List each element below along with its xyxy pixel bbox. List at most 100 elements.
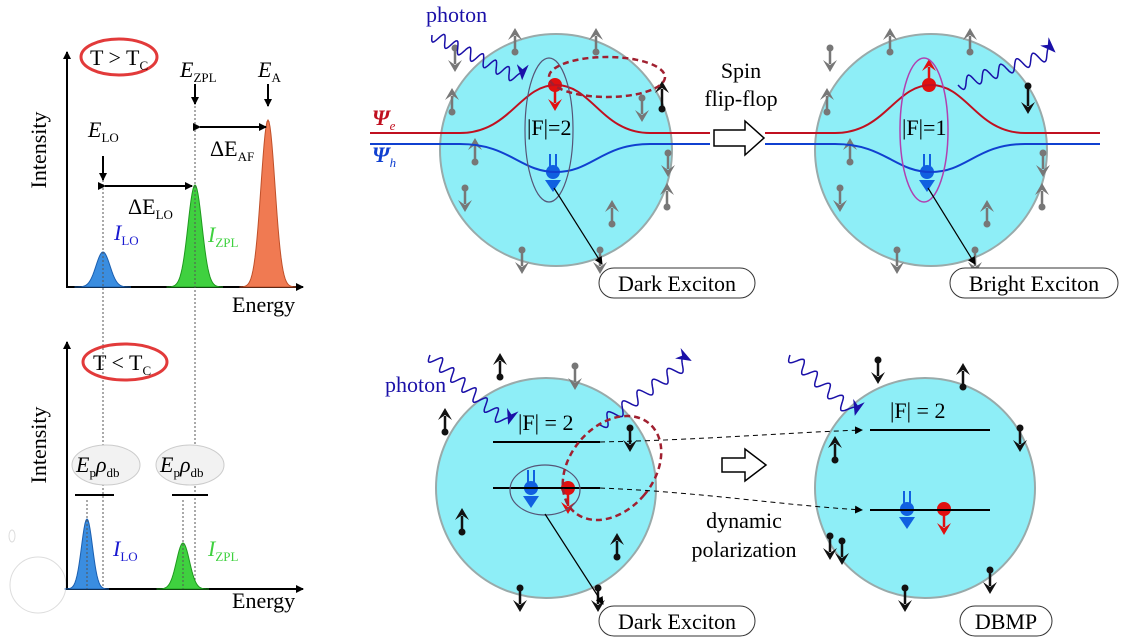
photon-wave [789, 355, 857, 414]
x-axis-label: Energy [232, 292, 295, 317]
stray-circle [9, 530, 15, 542]
delta-lo: ΔELO [128, 194, 173, 222]
delta-lo-main: ΔE [128, 194, 156, 219]
y-axis-label: Intensity [26, 407, 51, 484]
spin-dot [659, 106, 666, 113]
bright-exciton: Bright Exciton [969, 271, 1099, 296]
e-a-sub: A [271, 70, 281, 85]
rho: ρ [95, 452, 107, 477]
psi-e-sub: e [390, 118, 396, 133]
e: E [75, 452, 90, 477]
spin-dot [597, 247, 604, 254]
bottom-left-panel: T < TC Intensity Energy Epρdb Epρdb ILO … [26, 342, 303, 613]
spin-dot [449, 109, 456, 116]
condition-sub: C [143, 363, 152, 378]
i-zpl: IZPL [207, 536, 238, 564]
spin-dot [960, 384, 967, 391]
transition-line: flip-flop [704, 86, 777, 111]
photon-label: photon [426, 2, 487, 27]
spin-dot [442, 429, 449, 436]
e-a-main: E [257, 57, 272, 82]
spin-dot [894, 247, 901, 254]
spin-dot [887, 49, 894, 56]
dark-exciton: Dark Exciton [618, 609, 736, 634]
i-lo-sub: LO [120, 549, 137, 564]
rho-sub: db [191, 465, 204, 480]
e-lo-main: E [87, 117, 102, 142]
dark-state: |F|=2 [527, 115, 571, 140]
spin-dot [972, 247, 979, 254]
x-axis-label: Energy [232, 588, 295, 613]
rho: ρ [179, 452, 191, 477]
delta-lo-sub: LO [156, 207, 173, 222]
spin-dot [639, 95, 646, 102]
i-lo-sub: LO [121, 233, 138, 248]
spin-dot [824, 109, 831, 116]
block-arrow [714, 121, 764, 155]
spin-dot [967, 49, 974, 56]
bright-state: |F|=1 [902, 115, 946, 140]
i-lo: ILO [113, 220, 139, 248]
spin-dot [472, 159, 479, 166]
psi-h-sub: h [390, 155, 397, 170]
spin-dot [593, 49, 600, 56]
process-line: dynamic [706, 508, 782, 533]
level-right: |F| = 2 [890, 398, 945, 423]
figure: T > TC Intensity Energy EZPL EA ELO ΔEAF… [0, 0, 1133, 639]
i-zpl-sub: ZPL [215, 549, 238, 564]
i-lo: ILO [112, 536, 138, 564]
spin-dot [1040, 150, 1047, 157]
e-lo: ELO [87, 117, 119, 145]
spin-dot [609, 221, 616, 228]
spin-dot [459, 529, 466, 536]
spin-dot [875, 357, 882, 364]
psi-e: Ψe [372, 105, 396, 133]
spin-dot [517, 585, 524, 592]
y-axis-label: Intensity [26, 112, 51, 189]
condition-main: T > T [90, 45, 140, 70]
i-zpl-sub: ZPL [215, 235, 238, 250]
spin-dot [1017, 425, 1024, 432]
spin-dot [837, 185, 844, 192]
spin-dot [827, 45, 834, 52]
spin-dot [987, 567, 994, 574]
spin-dot [497, 374, 504, 381]
psi-h-main: Ψ [372, 142, 391, 167]
a-peak [240, 120, 296, 287]
spin-dot [519, 247, 526, 254]
spin-dot [1039, 204, 1046, 211]
e-zpl: EZPL [179, 57, 217, 85]
process-line: polarization [691, 537, 796, 562]
e-lo-sub: LO [101, 130, 118, 145]
rho-sub: db [107, 465, 120, 480]
transition-line: Spin [721, 58, 761, 83]
spin-dot [614, 554, 621, 561]
spin-dot [847, 159, 854, 166]
spin-dot [827, 533, 834, 540]
spin-dot [1025, 83, 1032, 90]
spin-dot [512, 49, 519, 56]
block-arrow [722, 449, 766, 481]
photon-label: photon [385, 372, 446, 397]
stray-circle [10, 557, 66, 613]
psi-h: Ψh [372, 142, 396, 170]
spin-dot [902, 585, 909, 592]
spin-dot [839, 538, 846, 545]
dbmp: DBMP [975, 609, 1037, 634]
e-zpl-main: E [179, 57, 194, 82]
condition: T < TC [93, 350, 151, 378]
psi-e-main: Ψ [372, 105, 391, 130]
spin-dot [627, 425, 634, 432]
delta-af-main: ΔE [210, 136, 238, 161]
spin-dot [664, 204, 671, 211]
e-a: EA [257, 57, 281, 85]
spin-dot [832, 457, 839, 464]
spin-dot [665, 150, 672, 157]
i-zpl: IZPL [207, 222, 238, 250]
e-zpl-sub: ZPL [193, 70, 216, 85]
delta-af: ΔEAF [210, 136, 254, 164]
condition: T > TC [90, 45, 148, 73]
condition-main: T < T [93, 350, 143, 375]
condition-sub: C [140, 58, 149, 73]
dark-exciton: Dark Exciton [618, 271, 736, 296]
